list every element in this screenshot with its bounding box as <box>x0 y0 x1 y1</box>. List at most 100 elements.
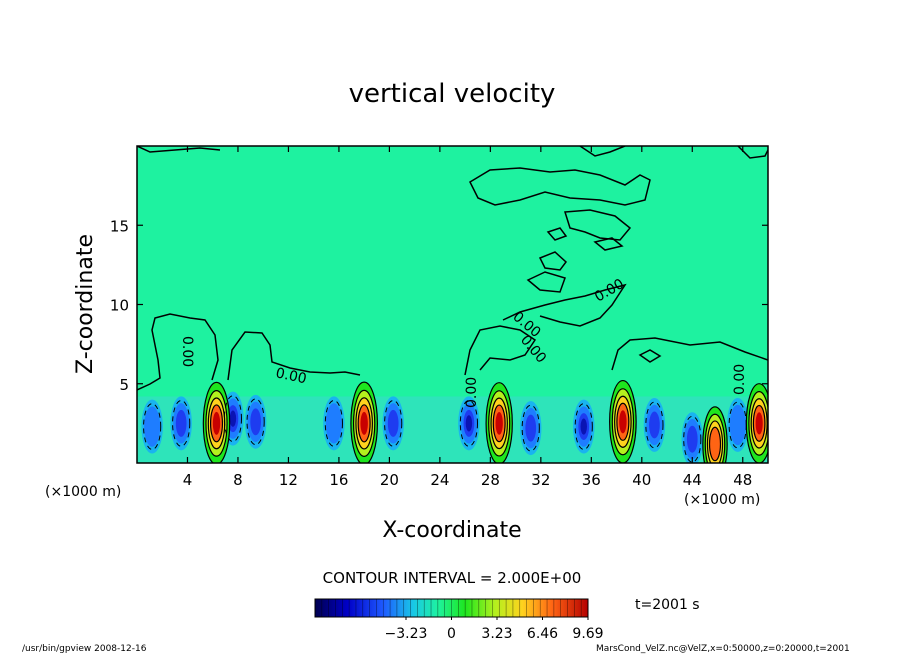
downdraft-contour <box>172 399 191 447</box>
downdraft-contour <box>143 403 162 450</box>
contour-line-upper-8 <box>546 227 568 241</box>
y-axis-label: Z-coordinate <box>73 234 98 374</box>
downdraft-cell <box>681 412 704 463</box>
contour-line-upper-2 <box>227 331 361 381</box>
downdraft-contour <box>521 404 540 452</box>
downdraft-contour <box>384 399 403 447</box>
updraft-contour <box>488 390 511 457</box>
colorbar-ticks: −3.23 0 3.23 6.46 9.69 <box>385 617 604 642</box>
contour-line-upper-14 <box>737 146 768 159</box>
downdraft-contour <box>324 399 343 447</box>
updraft-contour <box>609 379 637 463</box>
x-tick-label: 20 <box>380 471 399 489</box>
x-unit-label-right: (×1000 m) <box>684 492 760 508</box>
contour-line-upper-11 <box>526 271 566 293</box>
contour-line-upper-6 <box>469 167 651 206</box>
contour-interval-text: CONTOUR INTERVAL = 2.000E+00 <box>323 569 582 587</box>
updraft-contour <box>490 397 508 450</box>
contour-label: 0.00 <box>179 336 195 367</box>
colorbar-tick-label: −3.23 <box>385 626 428 642</box>
downdraft-cell <box>643 398 666 452</box>
updraft-contour <box>706 420 724 463</box>
downdraft-cell <box>458 396 480 451</box>
updraft-contour <box>209 404 224 443</box>
contour-line-upper-9 <box>593 237 624 251</box>
y-axis: 5 10 15 <box>110 217 768 394</box>
colorbar-stripes <box>321 599 582 617</box>
downdraft-contour <box>683 415 702 463</box>
x-unit-label-left: (×1000 m) <box>45 484 121 500</box>
plot-area: 0.00 0.00 0.00 0.00 0.00 0.00 0.00 <box>136 145 769 464</box>
chart-title: vertical velocity <box>349 79 556 109</box>
updraft-contour <box>616 402 630 441</box>
downdraft-cell <box>573 399 595 454</box>
colorbar: −3.23 0 3.23 6.46 9.69 <box>314 598 604 642</box>
updraft-contour <box>207 397 226 450</box>
updraft-contour <box>611 388 635 456</box>
updraft-contour <box>350 381 379 463</box>
time-text: t=2001 s <box>635 597 700 613</box>
downdraft-cell <box>726 398 749 452</box>
contour-label: 0.00 <box>732 364 748 395</box>
updraft-contour <box>750 398 768 449</box>
colorbar-tick-label: 3.23 <box>481 626 512 642</box>
x-tick-label: 16 <box>329 471 348 489</box>
contour-line-upper-7 <box>564 209 632 241</box>
updraft-contour <box>202 381 231 463</box>
contour-line-upper-1 <box>137 313 219 391</box>
updraft-contour <box>704 413 726 463</box>
contour-line-upper-5 <box>611 337 768 371</box>
downdraft-contour <box>459 399 478 447</box>
updraft-contour <box>702 406 728 463</box>
downdraft-contour <box>223 395 242 443</box>
updraft-contour <box>748 391 768 456</box>
updraft-contour <box>357 404 371 443</box>
x-axis-label: X-coordinate <box>382 518 521 543</box>
x-tick-label: 12 <box>279 471 298 489</box>
contour-line-upper-15 <box>579 146 626 157</box>
downdraft-contour <box>574 403 593 450</box>
updraft-contour <box>745 383 768 463</box>
colorbar-tick-label: 9.69 <box>572 626 603 642</box>
x-axis: 4 8 12 16 20 24 28 32 36 40 44 48 <box>183 146 752 489</box>
colorbar-tick-label: 6.46 <box>527 626 558 642</box>
x-tick-label: 32 <box>531 471 550 489</box>
updraft-contour <box>614 395 632 448</box>
updraft-contour <box>352 389 376 457</box>
downdraft-cell <box>323 396 345 451</box>
updraft-contour <box>752 404 766 442</box>
contour-line-upper-4 <box>502 283 627 327</box>
x-tick-label: 36 <box>582 471 601 489</box>
contour-label: 0.00 <box>464 377 480 408</box>
x-tick-label: 4 <box>183 471 193 489</box>
y-tick-label: 5 <box>119 376 129 394</box>
y-tick-label: 10 <box>110 297 129 315</box>
y-tick-label: 15 <box>110 217 129 235</box>
x-tick-label: 40 <box>632 471 651 489</box>
downdraft-cell <box>520 401 542 456</box>
updraft-contour <box>708 426 722 462</box>
downdraft-contour <box>645 401 664 449</box>
footer-left: /usr/bin/gpview 2008-12-16 <box>22 644 147 654</box>
updraft-contour <box>492 404 506 443</box>
contour-line-upper-10 <box>538 251 568 271</box>
downdraft-contour <box>246 398 265 446</box>
colorbar-tick-label: 0 <box>447 626 456 642</box>
x-tick-label: 28 <box>481 471 500 489</box>
contour-label: 0.00 <box>274 365 308 387</box>
x-tick-label: 8 <box>233 471 243 489</box>
downdraft-cell <box>382 396 404 451</box>
x-tick-label: 44 <box>683 471 702 489</box>
updraft-contour <box>205 390 228 457</box>
downdraft-cell <box>170 396 192 451</box>
x-tick-label: 48 <box>733 471 752 489</box>
downdraft-cell <box>244 394 267 449</box>
contour-line-upper-3 <box>464 325 537 376</box>
updraft-contour <box>485 382 513 463</box>
contour-line-upper-13 <box>137 146 221 153</box>
contour-layer <box>137 146 768 463</box>
contour-line-upper-12 <box>638 349 662 363</box>
x-tick-label: 24 <box>430 471 449 489</box>
downdraft-cell <box>141 399 163 454</box>
